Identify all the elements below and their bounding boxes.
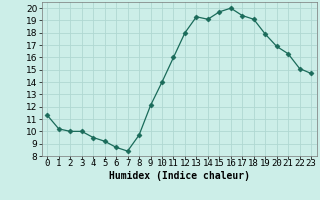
X-axis label: Humidex (Indice chaleur): Humidex (Indice chaleur) <box>109 171 250 181</box>
